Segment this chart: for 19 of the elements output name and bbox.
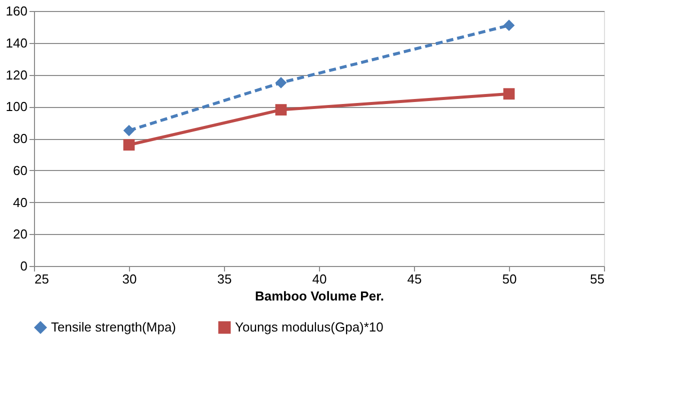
y-tick-label: 160 xyxy=(6,4,28,18)
y-tick-label: 140 xyxy=(6,35,28,50)
y-tick-label: 20 xyxy=(13,226,28,242)
y-tick-label: 80 xyxy=(13,131,28,146)
y-tick-label: 0 xyxy=(20,258,28,274)
legend-label: Youngs modulus(Gpa)*10 xyxy=(235,320,384,335)
x-axis-title: Bamboo Volume Per. xyxy=(254,288,384,304)
x-tick-label: 45 xyxy=(407,272,422,286)
y-tick-label: 120 xyxy=(6,67,28,82)
y-tick-label: 100 xyxy=(6,99,28,114)
y-tick-label: 60 xyxy=(13,162,28,178)
x-tick-label: 25 xyxy=(34,272,49,286)
x-tick-label: 55 xyxy=(590,272,604,286)
x-tick-label: 40 xyxy=(312,272,327,286)
x-tick-label: 30 xyxy=(122,272,137,286)
legend-label: Tensile strength(Mpa) xyxy=(51,320,176,335)
y-tick-label: 40 xyxy=(13,194,28,210)
x-tick-label: 35 xyxy=(217,272,232,286)
x-tick-label: 50 xyxy=(502,272,517,286)
